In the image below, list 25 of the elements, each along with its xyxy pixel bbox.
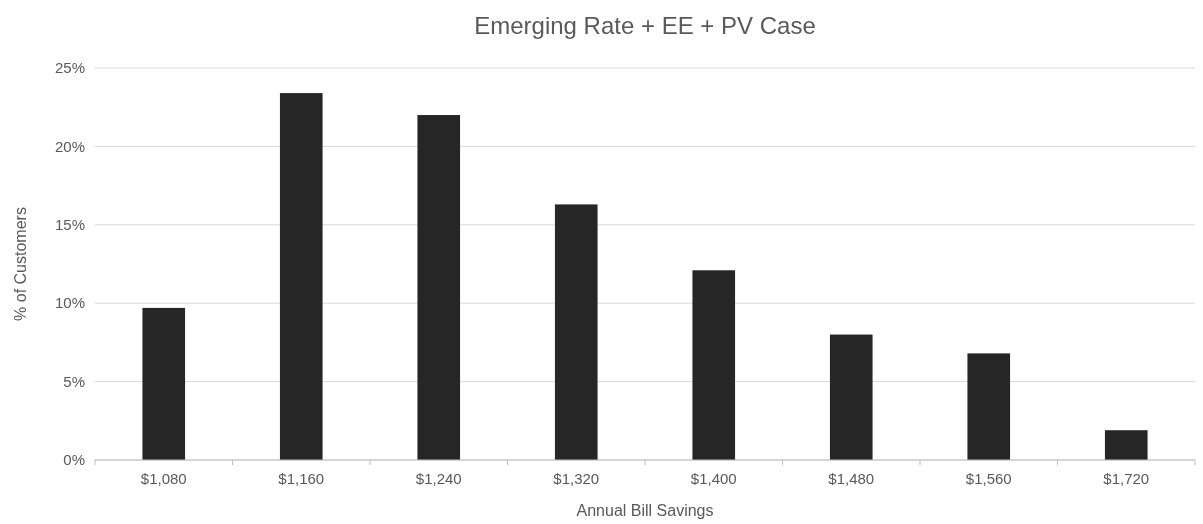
x-tick-label: $1,400 — [690, 470, 737, 487]
x-axis-title: Annual Bill Savings — [576, 502, 714, 519]
chart-title: Emerging Rate + EE + PV Case — [474, 12, 816, 39]
bar — [142, 307, 186, 460]
bar — [692, 270, 736, 460]
y-tick-label: 20% — [54, 137, 85, 155]
y-tick-label: 25% — [54, 59, 85, 77]
x-tick-label: $1,160 — [278, 470, 325, 487]
bar — [967, 353, 1011, 460]
y-axis-title: % of Customers — [12, 207, 29, 321]
x-tick-label: $1,240 — [415, 470, 462, 487]
bar — [279, 93, 323, 460]
bar — [554, 204, 598, 460]
x-tick-label: $1,720 — [1103, 470, 1150, 487]
x-tick-label: $1,480 — [828, 470, 875, 487]
y-tick-label: 10% — [54, 294, 85, 312]
bar — [1104, 430, 1148, 460]
x-tick-label: $1,080 — [140, 470, 187, 487]
y-tick-label: 5% — [63, 372, 85, 390]
bar — [829, 334, 873, 460]
bar — [417, 115, 461, 460]
y-tick-label: 0% — [63, 451, 85, 469]
y-tick-label: 15% — [54, 216, 85, 234]
x-tick-label: $1,560 — [965, 470, 1012, 487]
x-tick-label: $1,320 — [553, 470, 600, 487]
